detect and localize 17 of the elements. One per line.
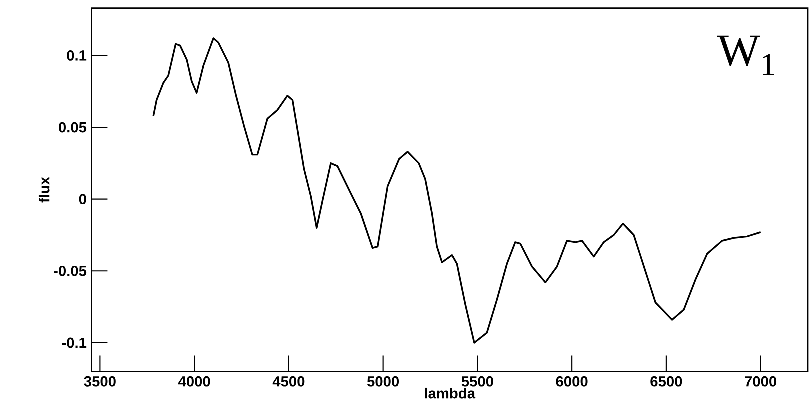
x-tick-label: 6500 (650, 376, 682, 387)
y-tick-label: -0.1 (62, 338, 87, 348)
y-tick-label: 0.05 (59, 122, 87, 133)
y-axis-title: flux (38, 177, 50, 203)
x-tick-label: 7000 (745, 376, 777, 387)
x-tick-label: 6000 (556, 376, 588, 387)
y-tick-label: -0.05 (54, 266, 87, 276)
x-tick-label: 5500 (462, 376, 494, 387)
x-tick-label: 4000 (178, 376, 210, 387)
x-tick-label: 5000 (367, 376, 400, 387)
x-tick-label: 4500 (272, 376, 305, 387)
line-series (152, 38, 762, 344)
annotation: W$_{1}$ (718, 36, 774, 76)
y-tick-label: 0.1 (67, 50, 87, 61)
x-axis-title: lambda (425, 388, 476, 399)
y-tick-label: 0 (79, 194, 86, 205)
x-tick-label: 3500 (84, 376, 116, 387)
